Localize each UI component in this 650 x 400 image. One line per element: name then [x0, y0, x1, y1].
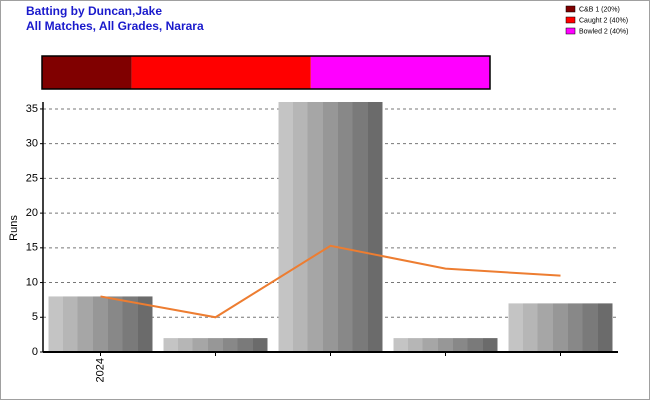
- y-tick-label: 0: [32, 346, 38, 358]
- chart-title: Batting by Duncan,Jake: [26, 4, 162, 18]
- y-tick-label: 15: [26, 242, 38, 254]
- stacked-segment: [42, 56, 132, 89]
- bar: [163, 338, 268, 352]
- bar: [278, 102, 383, 352]
- bar: [48, 296, 153, 352]
- y-tick-label: 25: [26, 172, 38, 184]
- y-tick-label: 5: [32, 311, 38, 323]
- stacked-outline: [41, 55, 491, 90]
- stacked-segment: [131, 56, 311, 89]
- legend-label: Bowled 2 (40%): [579, 28, 628, 35]
- legend-label: C&B 1 (20%): [579, 6, 620, 13]
- y-tick-label: 20: [26, 207, 38, 219]
- chart-subtitle: All Matches, All Grades, Narara: [26, 19, 204, 33]
- y-tick-label: 30: [26, 138, 38, 150]
- y-tick-label: 10: [26, 276, 38, 288]
- legend-swatch: [565, 27, 576, 35]
- y-tick-label: 35: [26, 103, 38, 115]
- bar: [508, 303, 613, 352]
- legend-swatch: [565, 16, 576, 24]
- x-tick-label: 2024: [94, 358, 106, 382]
- legend-label: Caught 2 (40%): [579, 17, 628, 24]
- legend-swatch: [565, 5, 576, 13]
- line: [100, 244, 561, 319]
- bar: [393, 338, 498, 352]
- stacked-segment: [310, 56, 490, 89]
- y-axis-label: Runs: [8, 215, 20, 241]
